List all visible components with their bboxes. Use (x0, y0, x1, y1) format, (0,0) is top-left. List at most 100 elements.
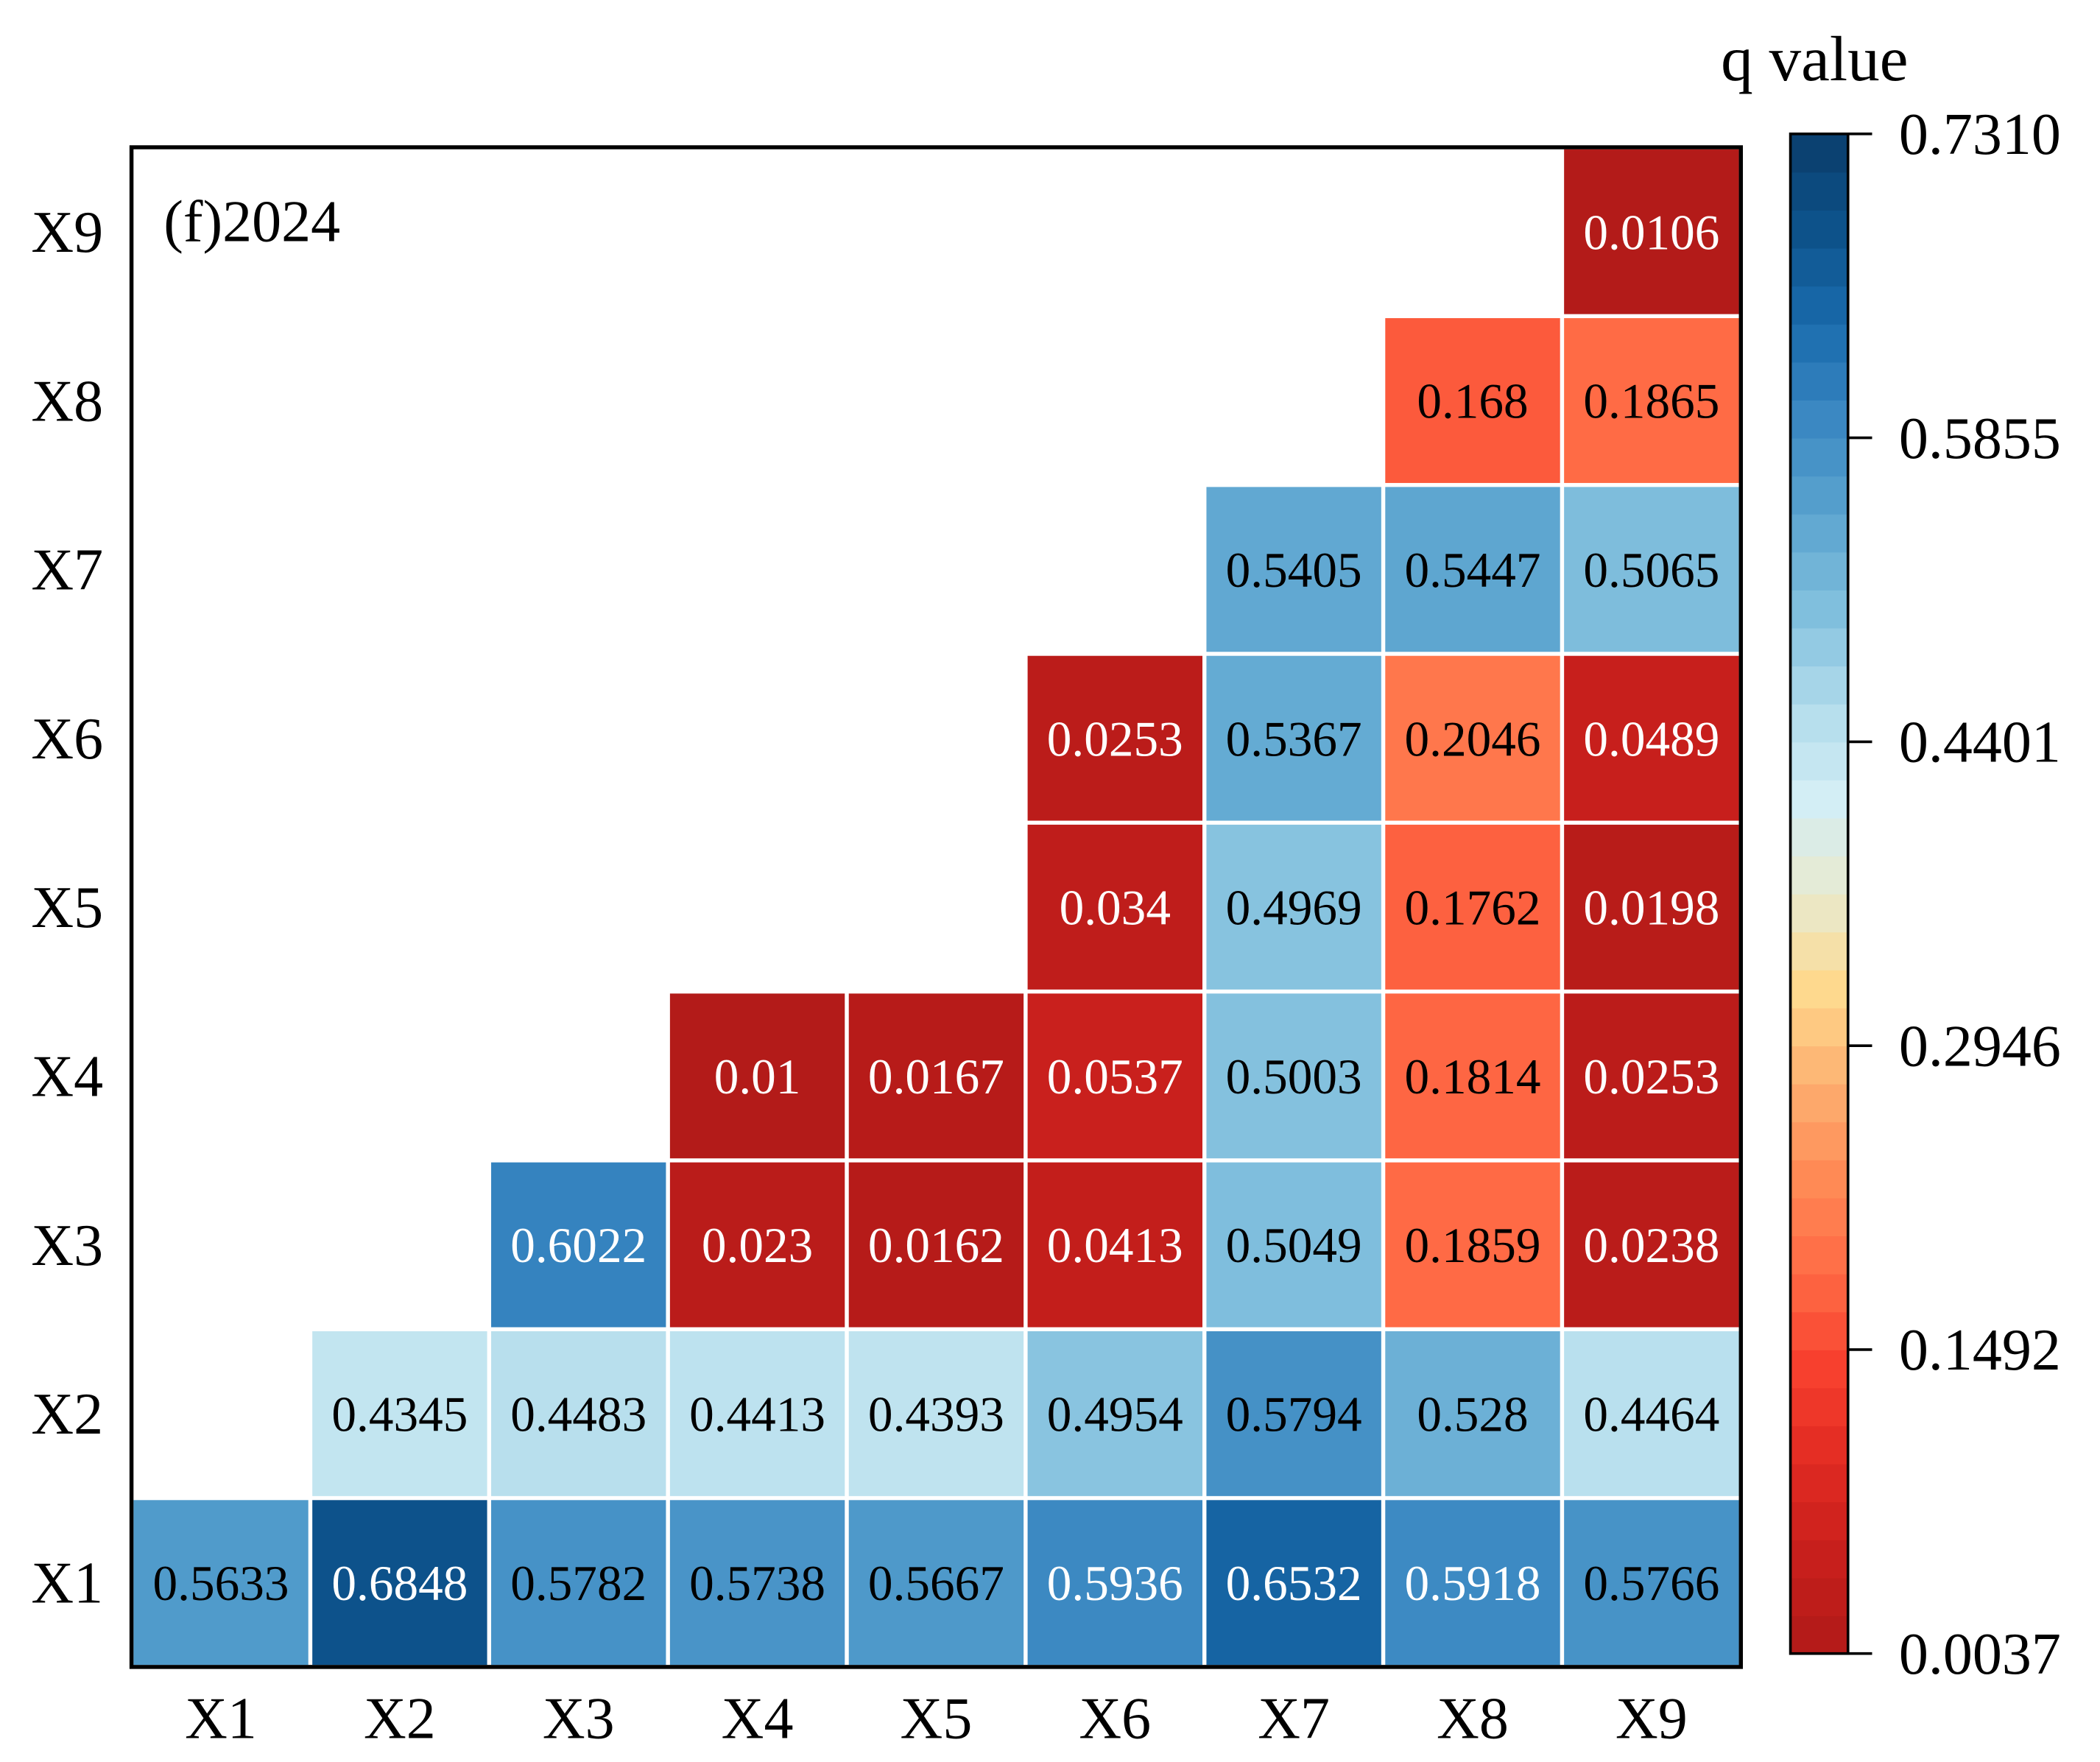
cell-rect (1385, 1500, 1560, 1666)
cell-value-label: 0.0413 (1047, 1218, 1183, 1273)
cell-rect (848, 1500, 1024, 1666)
colorbar-tick-label: 0.0037 (1899, 1622, 2061, 1687)
colorbar-band (1790, 1387, 1848, 1427)
cell-rect (1385, 318, 1560, 483)
colorbar-tick-label: 0.1492 (1899, 1318, 2061, 1383)
heatmap-cell: 0.034 (1027, 825, 1202, 990)
plot-frame (129, 145, 1744, 1669)
heatmap-cell: 0.5367 (1206, 655, 1381, 821)
heatmap-cell: 0.01 (669, 993, 845, 1159)
cell-value-label: 0.4483 (510, 1387, 646, 1442)
heatmap-cell: 0.0238 (1564, 1162, 1739, 1328)
cell-value-label: 0.5367 (1226, 711, 1362, 767)
cell-rect (1564, 318, 1739, 483)
cell-value-label: 0.4345 (331, 1387, 468, 1442)
cell-value-label: 0.034 (1060, 881, 1171, 936)
colorbar-band (1790, 362, 1848, 401)
x-tick-label: X2 (364, 1686, 436, 1751)
colorbar-band (1790, 1197, 1848, 1237)
cell-rect (669, 1162, 845, 1328)
cell-rect (1564, 149, 1739, 314)
colorbar-band (1790, 1159, 1848, 1199)
cell-value-label: 0.1865 (1583, 374, 1719, 429)
cell-rect (1385, 487, 1560, 652)
cell-rect (1385, 655, 1560, 821)
cell-value-label: 0.1814 (1405, 1049, 1541, 1104)
colorbar: 0.0037 0.1492 0.2946 0.4401 0.5855 0.7310 (1789, 102, 2061, 1687)
colorbar-band (1790, 1046, 1848, 1085)
y-tick-label: X3 (31, 1213, 103, 1278)
heatmap-cell: 0.1814 (1385, 993, 1560, 1159)
cell-rect (1385, 1162, 1560, 1328)
cell-value-label: 0.5049 (1226, 1218, 1362, 1273)
colorbar-band (1790, 1577, 1848, 1617)
cell-value-label: 0.6848 (331, 1556, 468, 1611)
cell-rect (1564, 993, 1739, 1159)
cell-rect (1027, 1500, 1202, 1666)
cell-rect (669, 993, 845, 1159)
colorbar-band (1790, 856, 1848, 895)
heatmap-cell: 0.0537 (1027, 993, 1202, 1159)
cell-rect (1027, 655, 1202, 821)
cell-rect (848, 1331, 1024, 1496)
colorbar-band (1790, 969, 1848, 1009)
cell-rect (669, 1500, 845, 1666)
panel-title: (f)2024 (163, 189, 340, 254)
colorbar-band (1790, 703, 1848, 743)
cell-value-label: 0.5918 (1405, 1556, 1541, 1611)
heatmap-cell: 0.4393 (848, 1331, 1024, 1496)
colorbar-band (1790, 779, 1848, 819)
colorbar-band (1790, 1501, 1848, 1540)
colorbar-band (1790, 476, 1848, 515)
colorbar-band (1790, 1615, 1848, 1654)
colorbar-band (1790, 437, 1848, 477)
y-tick-label: X1 (31, 1551, 103, 1616)
y-tick-label: X7 (31, 538, 103, 603)
cell-value-label: 0.6532 (1226, 1556, 1362, 1611)
heatmap-cell: 0.6532 (1206, 1500, 1381, 1666)
x-tick-label: X9 (1615, 1686, 1688, 1751)
cell-value-label: 0.4393 (868, 1387, 1004, 1442)
cell-rect (1385, 993, 1560, 1159)
x-tick-label: X1 (185, 1686, 257, 1751)
heatmap-cell: 0.5782 (491, 1500, 666, 1666)
colorbar-band (1790, 741, 1848, 780)
colorbar-tick-label: 0.4401 (1899, 711, 2061, 775)
colorbar-band (1790, 817, 1848, 857)
cell-value-label: 0.5405 (1226, 543, 1362, 598)
x-tick-label: X7 (1258, 1686, 1330, 1751)
cell-rect (1027, 825, 1202, 990)
colorbar-band (1790, 400, 1848, 439)
cell-rect (1206, 1162, 1381, 1328)
cell-value-label: 0.5003 (1226, 1049, 1362, 1104)
x-tick-label: X3 (543, 1686, 615, 1751)
heatmap-cell: 0.5936 (1027, 1500, 1202, 1666)
cell-value-label: 0.5782 (510, 1556, 646, 1611)
x-tick-label: X4 (722, 1686, 794, 1751)
cell-value-label: 0.4413 (689, 1387, 825, 1442)
cell-value-label: 0.023 (702, 1218, 813, 1273)
heatmap-cell: 0.168 (1385, 318, 1560, 483)
heatmap-cell: 0.5003 (1206, 993, 1381, 1159)
heatmap-cell: 0.5049 (1206, 1162, 1381, 1328)
cell-rect (1564, 655, 1739, 821)
colorbar-band (1790, 1273, 1848, 1313)
y-tick-label: X2 (31, 1382, 103, 1447)
cell-value-label: 0.5936 (1047, 1556, 1183, 1611)
y-tick-label: X5 (31, 875, 103, 940)
heatmap-cell: 0.2046 (1385, 655, 1560, 821)
cell-value-label: 0.5447 (1405, 543, 1541, 598)
cell-value-label: 0.168 (1417, 374, 1528, 429)
heatmap-cell: 0.5794 (1206, 1331, 1381, 1496)
cell-rect (1206, 1331, 1381, 1496)
cell-value-label: 0.528 (1417, 1387, 1528, 1442)
colorbar-band (1790, 1311, 1848, 1350)
cell-value-label: 0.2046 (1405, 711, 1541, 767)
heatmap-cell: 0.0162 (848, 1162, 1024, 1328)
colorbar-band (1790, 1463, 1848, 1503)
colorbar-band (1790, 210, 1848, 249)
heatmap-cell: 0.4954 (1027, 1331, 1202, 1496)
cell-value-label: 0.0489 (1583, 711, 1719, 767)
y-tick-label: X8 (31, 369, 103, 434)
